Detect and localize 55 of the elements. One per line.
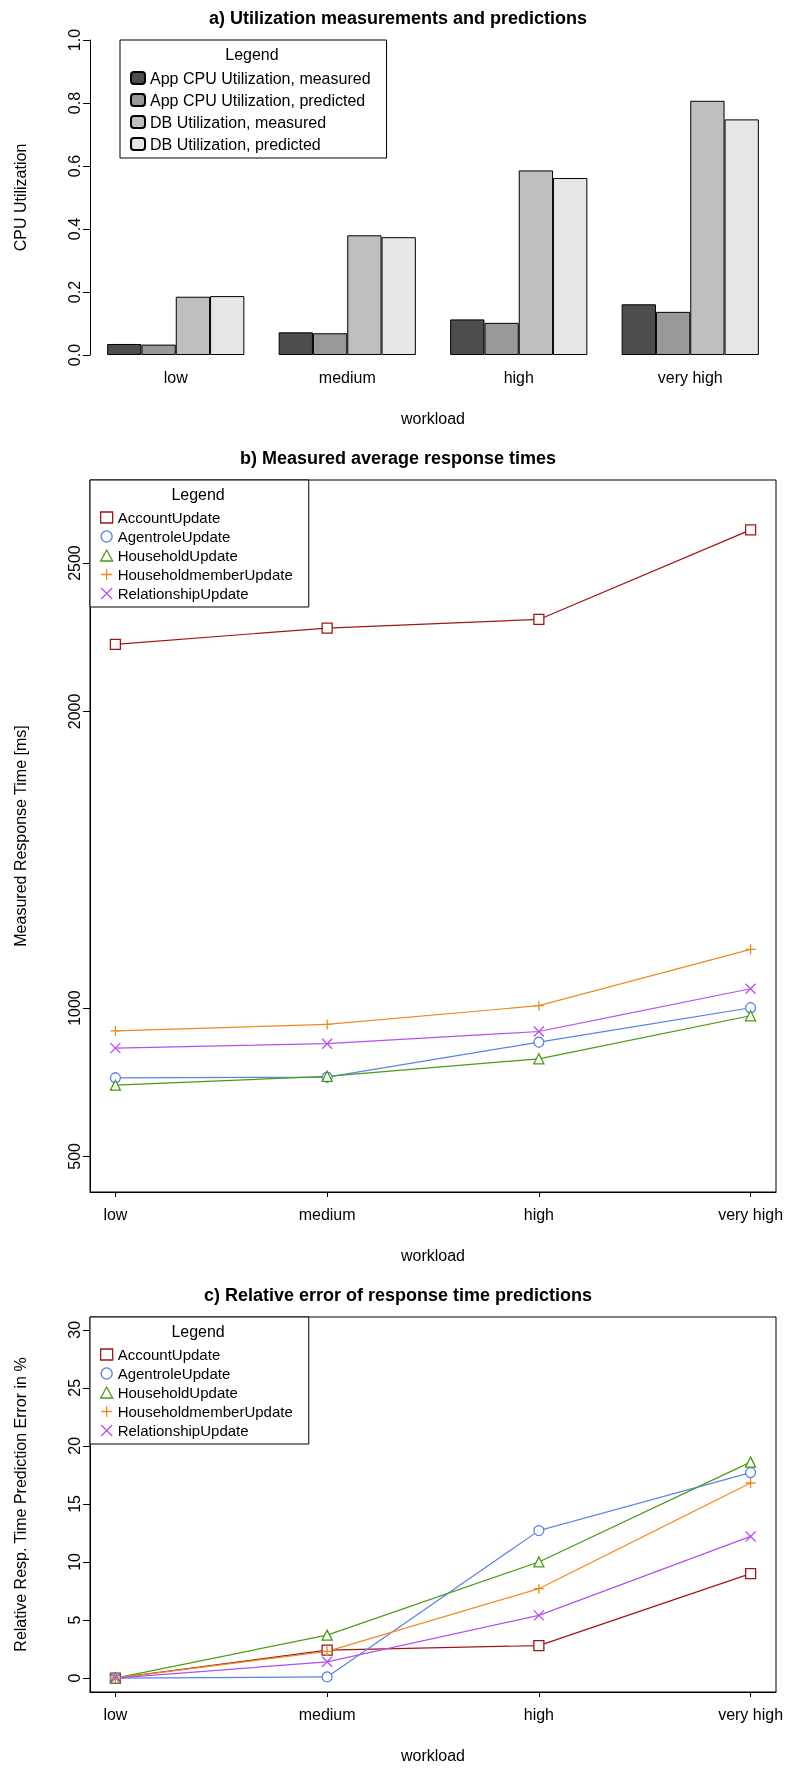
y-tick-label: 20 xyxy=(65,1436,83,1455)
y-tick-label: 0.6 xyxy=(65,154,83,178)
legend-title: Legend xyxy=(171,485,225,503)
legend-label: HouseholdmemberUpdate xyxy=(117,1403,293,1420)
y-tick-label: 0 xyxy=(65,1673,83,1683)
legend-label: AccountUpdate xyxy=(117,1346,221,1363)
x-tick-label: high xyxy=(523,1705,554,1723)
x-tick-label: low xyxy=(103,1705,128,1723)
legend-label: DB Utilization, measured xyxy=(150,113,327,131)
x-tick-label: medium xyxy=(298,1705,356,1723)
x-tick-label: very high xyxy=(718,1205,784,1223)
legend-label: RelationshipUpdate xyxy=(117,585,249,602)
legend-label: HouseholdUpdate xyxy=(117,1384,238,1401)
y-tick-label: 5 xyxy=(65,1615,83,1625)
legend-label: AgentroleUpdate xyxy=(117,1365,231,1382)
legend-label: DB Utilization, predicted xyxy=(150,135,321,153)
x-tick-label: low xyxy=(163,368,189,386)
x-tick-label: medium xyxy=(318,368,376,386)
y-tick-label: 2500 xyxy=(65,545,83,581)
y-tick-label: 0.8 xyxy=(65,91,83,115)
y-tick-label: 1.0 xyxy=(65,28,83,52)
y-tick-label: 0.4 xyxy=(65,217,83,241)
legend-label: HouseholdUpdate xyxy=(117,547,238,564)
x-tick-label: very high xyxy=(718,1705,784,1723)
y-axis-title: Relative Resp. Time Prediction Error in % xyxy=(11,1357,29,1652)
x-tick-label: high xyxy=(503,368,534,386)
legend-label: App CPU Utilization, predicted xyxy=(150,91,366,109)
legend-label: App CPU Utilization, measured xyxy=(150,69,371,87)
y-tick-label: 0.0 xyxy=(65,343,83,367)
chart-title: b) Measured average response times xyxy=(239,448,557,468)
legend-label: AgentroleUpdate xyxy=(117,528,231,545)
y-tick-label: 2000 xyxy=(65,693,83,730)
legend-label: AccountUpdate xyxy=(117,509,221,526)
x-axis-title: workload xyxy=(399,1746,466,1764)
y-tick-label: 30 xyxy=(65,1320,83,1339)
legend-title: Legend xyxy=(171,1322,225,1340)
x-tick-label: very high xyxy=(657,368,723,386)
x-axis-title: workload xyxy=(399,1246,466,1264)
y-tick-label: 25 xyxy=(65,1378,83,1397)
y-axis-title: CPU Utilization xyxy=(11,143,29,252)
x-axis-title: workload xyxy=(399,409,466,427)
chart-title: c) Relative error of response time predictions xyxy=(203,1285,593,1305)
y-tick-label: 10 xyxy=(65,1552,83,1571)
legend-label: RelationshipUpdate xyxy=(117,1422,249,1439)
y-tick-label: 0.2 xyxy=(65,280,83,304)
y-axis-title: Measured Response Time [ms] xyxy=(11,725,29,947)
legend-title: Legend xyxy=(225,45,279,63)
x-tick-label: low xyxy=(103,1205,128,1223)
y-tick-label: 500 xyxy=(65,1142,83,1170)
y-tick-label: 15 xyxy=(65,1494,83,1513)
legend-label: HouseholdmemberUpdate xyxy=(117,566,293,583)
x-tick-label: medium xyxy=(298,1205,356,1223)
y-tick-label: 1000 xyxy=(65,990,83,1026)
x-tick-label: high xyxy=(523,1205,554,1223)
chart-title: a) Utilization measurements and predictions xyxy=(208,8,588,28)
